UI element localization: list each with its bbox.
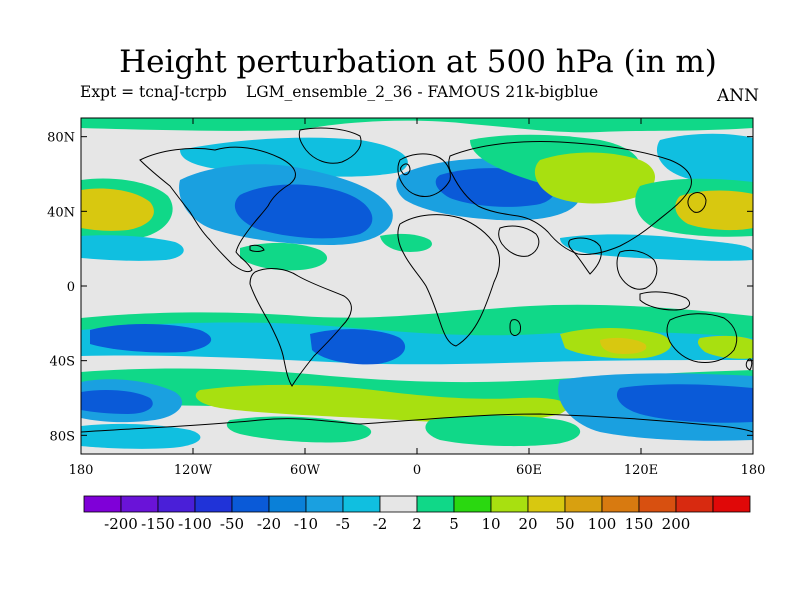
colorbar-label: -5 — [336, 515, 351, 533]
colorbar-swatch — [453, 495, 492, 513]
colorbar-swatch — [675, 495, 714, 513]
contour-southern-lime-band — [195, 384, 568, 423]
colorbar-swatch — [194, 495, 233, 513]
coast-indonesia — [639, 291, 690, 311]
coast-asia — [448, 141, 692, 255]
contour-north-atlantic-deep — [234, 184, 373, 239]
colorbar-swatch — [527, 495, 566, 513]
colorbar-swatch — [305, 495, 344, 513]
contour-pacific-yellow — [675, 190, 753, 231]
colorbar-label: -20 — [257, 515, 281, 533]
lat-tick-label: 80N — [47, 131, 75, 146]
latitude-axis: 80N 40N 0 40S 80S — [47, 131, 753, 444]
contour-field — [81, 118, 753, 454]
colorbar-label: -200 — [104, 515, 138, 533]
coast-japan — [687, 192, 707, 213]
colorbar-label: -150 — [141, 515, 175, 533]
lat-tick-label: 0 — [67, 280, 75, 295]
contour-atlantic-green — [380, 233, 432, 252]
contour-south-atlantic-deep — [310, 329, 406, 365]
contour-antarctic-deep-west — [81, 390, 153, 414]
colorbar-swatch — [490, 495, 529, 513]
coast-india — [568, 237, 602, 275]
lon-tick-label: 180 — [741, 463, 766, 478]
contour-south-ind-yellow — [600, 337, 647, 354]
contour-subtropic-green — [240, 242, 328, 271]
colorbar-swatch — [120, 495, 159, 513]
coast-north-america — [139, 146, 296, 273]
lat-tick-label: 80S — [50, 429, 75, 444]
colorbar-swatch — [83, 495, 122, 513]
colorbar-label: 20 — [518, 515, 537, 533]
colorbar-label: -2 — [373, 515, 388, 533]
coast-europe — [397, 153, 451, 197]
contour-antarctic-deep-east — [616, 384, 753, 423]
coast-greenland — [298, 127, 362, 164]
lat-tick-label: 40S — [50, 355, 75, 370]
colorbar-swatch — [342, 495, 381, 513]
colorbar-swatch — [231, 495, 270, 513]
coast-south-america — [249, 268, 352, 387]
colorbar-label: 5 — [449, 515, 459, 533]
colorbar-swatch — [268, 495, 307, 513]
coastlines — [81, 127, 753, 433]
contour-south-pacific-deep — [90, 324, 212, 353]
colorbar-swatch — [638, 495, 677, 513]
colorbar-swatch — [564, 495, 603, 513]
lon-tick-label: 120W — [174, 463, 213, 478]
run-label: LGM_ensemble_2_36 - FAMOUS 21k-bigblue — [246, 83, 599, 101]
coast-uk — [400, 163, 411, 176]
lat-tick-label: 40N — [47, 205, 75, 220]
coast-antarctica — [81, 413, 753, 433]
colorbar-label: 200 — [662, 515, 691, 533]
colorbar-swatch — [157, 495, 196, 513]
lon-tick-label: 60E — [516, 463, 542, 478]
page-title: Height perturbation at 500 hPa (in m) — [119, 44, 717, 80]
lon-tick-label: 180 — [69, 463, 94, 478]
experiment-label: Expt = tcnaJ-tcrpb — [80, 83, 227, 101]
period-label: ANN — [717, 86, 760, 106]
colorbar-swatch — [601, 495, 640, 513]
lon-tick-label: 0 — [413, 463, 421, 478]
lon-tick-label: 60W — [290, 463, 321, 478]
contour-south-east-lime — [697, 335, 753, 359]
contour-antarctic-green-east — [425, 415, 581, 447]
contour-antarctic-green-mid — [226, 416, 372, 443]
contour-asia-cyan — [656, 133, 753, 184]
longitude-axis: 180 120W 60W 0 60E 120E 180 — [69, 118, 766, 478]
lon-tick-label: 120E — [624, 463, 658, 478]
contour-asia-lime — [534, 152, 655, 204]
coast-new-zealand — [745, 358, 753, 371]
contour-north-pacific-cyan — [81, 235, 184, 261]
colorbar-swatch — [379, 495, 418, 513]
colorbar-label: 10 — [481, 515, 500, 533]
coast-madagascar — [509, 319, 521, 336]
colorbar-label: -10 — [294, 515, 318, 533]
colorbar-swatch — [712, 495, 751, 513]
colorbar-label: 2 — [412, 515, 422, 533]
colorbar: -200 -150 -100 -50 -20 -10 -5 -2 2 5 10 20 50 100 150 2… — [83, 495, 751, 533]
contour-midlat-cyan-strip — [560, 234, 753, 261]
colorbar-label: 100 — [588, 515, 617, 533]
coast-africa — [397, 214, 501, 347]
colorbar-label: -50 — [220, 515, 244, 533]
colorbar-label: 50 — [555, 515, 574, 533]
coast-southeast-asia — [616, 249, 658, 290]
colorbar-swatch — [416, 495, 455, 513]
coast-australia — [666, 313, 738, 363]
contour-arctic-green — [81, 118, 753, 133]
coast-caribbean — [249, 244, 265, 252]
colorbar-label: 150 — [625, 515, 654, 533]
contour-dateline-yellow — [81, 188, 154, 231]
colorbar-label: -100 — [178, 515, 212, 533]
coast-arabia — [498, 225, 540, 257]
